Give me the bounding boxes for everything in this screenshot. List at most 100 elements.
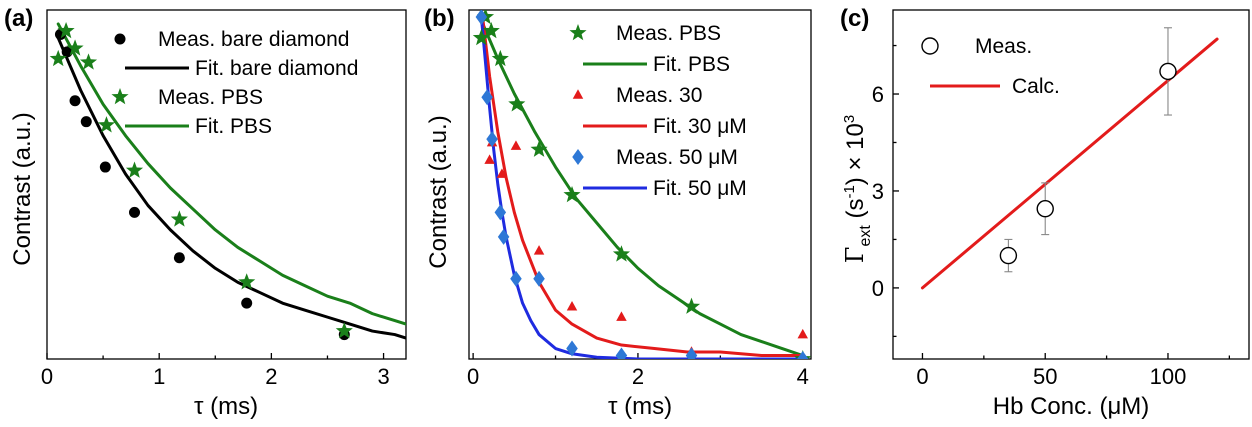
x-axis-label: Hb Conc. (μM) xyxy=(993,393,1150,420)
legend-label: Fit. PBS xyxy=(653,53,730,76)
plot-area xyxy=(472,10,811,359)
legend-swatch-marker xyxy=(569,24,587,41)
data-point-meas-pbs xyxy=(682,297,701,314)
data-point-meas xyxy=(1159,62,1177,81)
data-point-meas-30 xyxy=(510,140,522,150)
data-point-meas-pbs xyxy=(170,210,188,227)
plot-frame xyxy=(468,9,812,360)
data-point-meas-pbs xyxy=(491,49,509,67)
legend-entry: Fit. bare diamond xyxy=(125,57,358,80)
data-point-meas-50-m xyxy=(475,10,488,25)
legend: Meas. PBS Fit. PBS Meas. 30 Fit. 30 μM Meas.… xyxy=(569,22,747,200)
panel-a: 0 1 2 3 (a) τ (ms) Contrast (a.u.) Meas. bare d… xyxy=(4,5,407,420)
series-line-fit-bare-diamond xyxy=(56,36,406,340)
legend-swatch-marker xyxy=(572,149,584,165)
legend-label: Fit. bare diamond xyxy=(195,57,358,80)
y-tick-label: 6 xyxy=(872,82,884,107)
legend-label: Meas. xyxy=(975,35,1032,58)
data-point-meas-30 xyxy=(616,311,627,321)
data-point-meas-pbs xyxy=(335,322,353,339)
legend-label: Meas. bare diamond xyxy=(158,28,349,51)
x-tick-label: 4 xyxy=(797,364,809,389)
plot-area xyxy=(920,27,1219,290)
legend-entry: Fit. PBS xyxy=(125,115,272,138)
legend-label: Fit. 50 μM xyxy=(653,177,747,200)
data-point-meas-pbs xyxy=(97,116,116,133)
data-point-meas-30 xyxy=(484,154,495,164)
data-point-meas-50-m xyxy=(615,347,628,359)
data-point-meas-50-m xyxy=(510,270,522,287)
x-axis-label: τ (ms) xyxy=(194,393,258,420)
x-tick-label: 1 xyxy=(153,364,165,389)
plot-frame xyxy=(892,9,1250,360)
data-point-meas-pbs xyxy=(238,273,256,290)
data-point-meas xyxy=(999,246,1018,265)
plot-area xyxy=(49,21,406,341)
y-axis-label: Γext (s-1) × 103 xyxy=(841,115,874,263)
x-tick-label: 0 xyxy=(467,364,479,389)
legend-entry: Meas. 30 xyxy=(572,84,702,107)
legend: Meas. Calc. xyxy=(921,35,1060,98)
legend-swatch-marker xyxy=(921,37,939,55)
legend-swatch-marker xyxy=(111,88,129,105)
data-point-meas-30 xyxy=(533,245,545,255)
panel-letter: (a) xyxy=(4,5,33,32)
data-point-meas-bare-diamond xyxy=(69,95,81,107)
series-line-fit-30-m xyxy=(481,18,805,358)
legend-label: Fit. 30 μM xyxy=(653,115,747,138)
data-point-meas-bare-diamond xyxy=(80,116,92,128)
legend-label: Meas. 50 μM xyxy=(616,146,738,169)
data-point-meas-bare-diamond xyxy=(241,297,253,309)
data-point-meas xyxy=(1036,200,1054,218)
data-point-meas-50-m xyxy=(494,204,507,221)
legend-swatch-marker xyxy=(114,33,126,45)
data-point-meas-50-m xyxy=(486,131,498,148)
x-tick-label: 2 xyxy=(265,364,277,389)
data-point-meas-bare-diamond xyxy=(129,206,141,218)
x-tick-label: 50 xyxy=(1033,364,1057,389)
y-tick-label: 3 xyxy=(872,179,884,204)
legend-entry: Fit. 30 μM xyxy=(583,115,747,138)
data-point-meas-50-m xyxy=(481,89,493,106)
legend-entry: Meas. PBS xyxy=(569,22,721,45)
data-point-meas-pbs xyxy=(49,49,67,67)
legend-label: Meas. PBS xyxy=(158,86,263,109)
data-point-meas-50-m xyxy=(566,340,578,357)
legend-label: Meas. 30 xyxy=(616,84,702,107)
y-axis-label: Contrast (a.u.) xyxy=(425,115,452,268)
data-point-meas-50-m xyxy=(796,351,809,359)
data-point-meas-pbs xyxy=(472,28,490,46)
data-point-meas-bare-diamond xyxy=(99,161,111,173)
series-line-fit-pbs xyxy=(56,22,406,326)
plot-frame xyxy=(46,9,407,360)
legend-label: Fit. PBS xyxy=(195,115,272,138)
x-tick-label: 0 xyxy=(41,364,53,389)
data-point-meas-bare-diamond xyxy=(173,252,185,264)
x-tick-label: 3 xyxy=(377,364,389,389)
legend-swatch-marker xyxy=(572,89,584,99)
legend-entry: Calc. xyxy=(930,75,1060,98)
y-axis-label: Contrast (a.u.) xyxy=(9,112,36,265)
data-point-meas-pbs xyxy=(66,39,84,56)
data-point-meas-30 xyxy=(496,168,508,178)
legend-entry: Meas. PBS xyxy=(111,86,263,109)
x-tick-label: 100 xyxy=(1150,364,1187,389)
data-point-meas-bare-diamond xyxy=(61,46,73,58)
legend-entry: Meas. 50 μM xyxy=(572,146,738,169)
series-line-fit-pbs xyxy=(479,18,805,358)
data-point-meas-pbs xyxy=(508,95,526,112)
data-point-meas-pbs xyxy=(79,53,98,70)
x-tick-label: 2 xyxy=(632,364,644,389)
legend-label: Meas. PBS xyxy=(616,22,721,45)
data-point-meas-pbs xyxy=(482,21,500,39)
x-tick-label: 0 xyxy=(916,364,928,389)
data-point-meas-pbs xyxy=(530,140,548,157)
panel-b: 0 2 4 (b) τ (ms) Contrast (a.u.) Meas. PBS Fit.… xyxy=(424,5,812,420)
legend: Meas. bare diamond Fit. bare diamond Meas.… xyxy=(111,28,358,138)
y-tick-label: 0 xyxy=(872,276,884,301)
x-axis-label: τ (ms) xyxy=(608,393,672,420)
data-point-meas-50-m xyxy=(497,228,510,245)
data-point-meas-30 xyxy=(566,300,578,311)
data-point-meas-pbs xyxy=(612,245,631,262)
